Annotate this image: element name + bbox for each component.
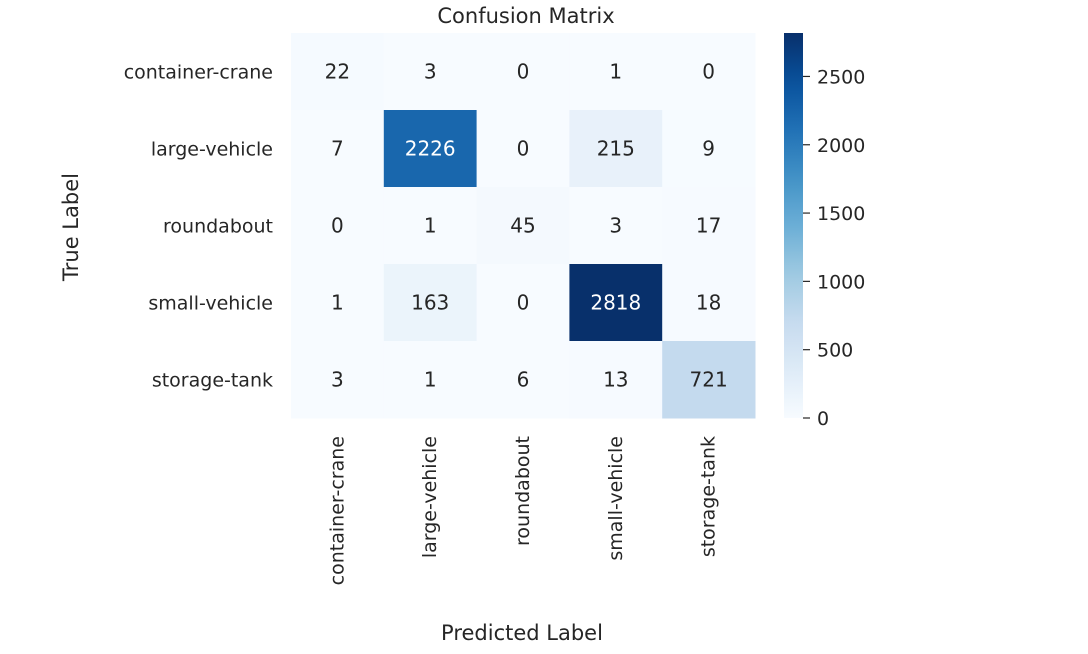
heatmap-cell	[476, 33, 570, 111]
y-tick-labels: container-crane large-vehicle roundabout sm…	[124, 62, 273, 392]
x-axis-label: Predicted Label	[441, 621, 603, 645]
cell-value-label: 2226	[405, 137, 456, 161]
colorbar-tick-label: 1000	[817, 271, 865, 293]
x-tick-label: container-crane	[326, 436, 348, 585]
heatmap-cell	[569, 264, 663, 342]
colorbar-tick-label: 1500	[817, 203, 865, 225]
heatmap-cell	[291, 341, 385, 419]
cell-value-label: 18	[696, 291, 721, 315]
cell-value-label: 3	[424, 60, 437, 84]
y-tick-label: large-vehicle	[151, 139, 273, 161]
heatmap-cell	[569, 187, 663, 265]
cell-value-label: 721	[690, 368, 728, 392]
cell-value-label: 2818	[590, 291, 641, 315]
heatmap-cell	[291, 187, 385, 265]
heatmap-cell	[383, 341, 478, 419]
cell-value-label: 9	[702, 137, 715, 161]
colorbar-tick-label: 0	[817, 408, 829, 430]
heatmap-cell	[476, 264, 570, 342]
colorbar-tick-label: 2000	[817, 135, 865, 157]
x-tick-label: small-vehicle	[605, 436, 627, 561]
heatmap-cells: 22 3 0 1 0 7 2226 0 215 9 0 1 45 3 17 1 163 0 2818 18 3 1 6 13 7…	[291, 33, 756, 419]
cell-value-label: 0	[517, 137, 530, 161]
colorbar	[784, 33, 803, 418]
cell-value-label: 0	[331, 214, 344, 238]
cell-value-label: 3	[331, 368, 344, 392]
heatmap-cell	[569, 33, 663, 111]
heatmap-cell	[662, 110, 756, 188]
x-tick-label: storage-tank	[698, 436, 720, 557]
y-tick-label: roundabout	[163, 216, 273, 238]
x-tick-labels: container-crane large-vehicle roundabout sm…	[326, 436, 719, 585]
cell-value-label: 13	[603, 368, 628, 392]
cell-value-label: 6	[517, 368, 530, 392]
heatmap-cell	[662, 33, 756, 111]
cell-value-label: 163	[411, 291, 449, 315]
x-tick-label: large-vehicle	[419, 436, 441, 558]
heatmap-cell	[383, 187, 478, 265]
cell-value-label: 17	[696, 214, 721, 238]
cell-value-label: 0	[517, 291, 530, 315]
heatmap-cell	[383, 264, 478, 342]
heatmap-cell	[569, 341, 663, 419]
cell-value-label: 45	[510, 214, 535, 238]
colorbar-ticks: 0 500 1000 1500 2000 2500	[803, 66, 865, 430]
heatmap-cell	[291, 264, 385, 342]
chart-title: Confusion Matrix	[437, 4, 614, 28]
y-axis-label: True Label	[59, 173, 83, 282]
y-tick-label: storage-tank	[152, 370, 273, 392]
cell-value-label: 3	[609, 214, 622, 238]
heatmap-cell	[476, 187, 570, 265]
cell-value-label: 0	[702, 60, 715, 84]
heatmap-cell	[291, 33, 385, 111]
colorbar-tick-label: 2500	[817, 66, 865, 88]
cell-value-label: 1	[609, 60, 622, 84]
heatmap-cell	[662, 341, 756, 419]
y-tick-label: small-vehicle	[148, 293, 273, 315]
cell-value-label: 215	[597, 137, 635, 161]
heatmap-cell	[662, 264, 756, 342]
heatmap-cell	[383, 110, 478, 188]
y-tick-label: container-crane	[124, 62, 273, 84]
cell-value-label: 22	[325, 60, 350, 84]
cell-value-label: 1	[331, 291, 344, 315]
colorbar-tick-label: 500	[817, 340, 853, 362]
heatmap-cell	[383, 33, 478, 111]
heatmap-cell	[476, 110, 570, 188]
cell-value-label: 7	[331, 137, 344, 161]
heatmap-cell	[662, 187, 756, 265]
cell-value-label: 0	[517, 60, 530, 84]
heatmap-cell	[291, 110, 385, 188]
x-tick-label: roundabout	[512, 436, 534, 546]
heatmap-cell	[476, 341, 570, 419]
cell-value-label: 1	[424, 368, 437, 392]
heatmap-cell	[569, 110, 663, 188]
cell-value-label: 1	[424, 214, 437, 238]
